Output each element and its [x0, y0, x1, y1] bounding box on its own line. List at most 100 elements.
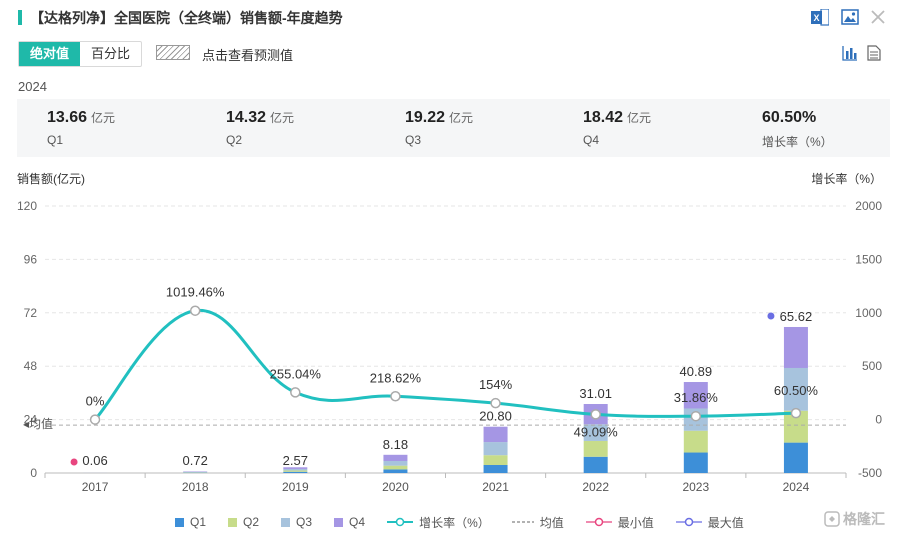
- growth-label: 255.04%: [270, 366, 322, 381]
- watermark-logo-icon: [824, 511, 840, 527]
- x-tick-label: 2021: [482, 480, 509, 494]
- y-axis-title: 销售额(亿元): [17, 172, 85, 186]
- average-label: ◂均值: [23, 416, 53, 431]
- summary-card-q1: 13.66 亿元 Q1: [47, 109, 115, 147]
- y2-tick-label: 500: [862, 359, 882, 373]
- absolute-value-tab[interactable]: 绝对值: [19, 42, 81, 66]
- bar-segment-q3: [783, 367, 808, 411]
- bar-segment-q1: [283, 471, 308, 473]
- summary-card-q3: 19.22 亿元 Q3: [405, 109, 473, 147]
- x-tick-label: 2017: [82, 480, 109, 494]
- legend-label: Q3: [296, 515, 313, 529]
- bar-segment-q1: [783, 442, 808, 473]
- bar-segment-q2: [683, 430, 708, 453]
- growth-label: 0%: [86, 394, 105, 409]
- close-icon[interactable]: [868, 8, 888, 26]
- growth-label: 31.86%: [674, 390, 719, 405]
- summary-card-growth: 60.50% 增长率（%）: [762, 109, 833, 150]
- legend-label: 最小值: [617, 515, 654, 530]
- image-export-icon[interactable]: [840, 8, 860, 26]
- card-value: 13.66: [47, 109, 88, 126]
- legend-item-q2[interactable]: Q2: [228, 515, 259, 529]
- growth-label: 49.09%: [574, 424, 619, 439]
- predict-toggle-label[interactable]: 点击查看预测值: [202, 48, 294, 63]
- legend-swatch: [281, 517, 291, 527]
- legend-item-growth[interactable]: 增长率（%）: [387, 514, 490, 531]
- bar-segment-q2: [583, 440, 608, 457]
- card-label: Q1: [47, 133, 64, 147]
- legend-item-q1[interactable]: Q1: [175, 515, 206, 529]
- bar-segment-q1: [683, 452, 708, 473]
- total-label: 0.06: [82, 453, 107, 468]
- bar-segment-q4: [483, 426, 508, 443]
- max-marker: [767, 312, 775, 320]
- card-label: 增长率（%）: [762, 135, 833, 149]
- legend-label: Q1: [190, 515, 207, 529]
- total-label: 20.80: [479, 409, 512, 424]
- bar-chart-icon[interactable]: [840, 44, 860, 62]
- bar-segment-q3: [583, 424, 608, 441]
- legend-swatch: [334, 517, 344, 527]
- legend-item-q3[interactable]: Q3: [281, 515, 312, 529]
- growth-point: [690, 410, 702, 422]
- x-tick-label: 2023: [682, 480, 709, 494]
- legend-item-max[interactable]: 最大值: [675, 514, 744, 531]
- growth-point: [189, 305, 201, 316]
- total-label: 2.57: [283, 453, 308, 468]
- bar-segment-q3: [483, 442, 508, 456]
- growth-point: [390, 391, 401, 402]
- y2-tick-label: 1000: [855, 306, 882, 320]
- bar-segment-q3: [283, 468, 308, 471]
- card-label: Q3: [405, 133, 422, 147]
- bar-segment-q2: [283, 470, 308, 472]
- growth-label: 60.50%: [774, 383, 819, 398]
- summary-year: 2024: [18, 79, 47, 94]
- watermark: 格隆汇: [824, 509, 885, 529]
- legend-item-min[interactable]: 最小值: [585, 514, 654, 531]
- x-tick-label: 2024: [783, 480, 810, 494]
- y-tick-label: 72: [24, 306, 38, 320]
- card-label: Q2: [226, 133, 243, 147]
- y-tick-label: 120: [17, 199, 37, 213]
- card-value: 60.50%: [762, 109, 817, 126]
- growth-point: [790, 407, 802, 419]
- y2-tick-label: 2000: [855, 199, 882, 213]
- growth-label: 154%: [479, 377, 513, 392]
- summary-card-q2: 14.32 亿元 Q2: [226, 109, 294, 147]
- percent-tab[interactable]: 百分比: [91, 46, 131, 61]
- total-label: 65.62: [780, 309, 813, 324]
- predict-pattern-swatch[interactable]: [156, 45, 190, 60]
- summary-card-q4: 18.42 亿元 Q4: [583, 109, 651, 147]
- legend-item-average[interactable]: 均值: [511, 514, 564, 531]
- legend-label: Q2: [243, 515, 260, 529]
- card-unit: 亿元: [270, 111, 295, 125]
- table-view-icon[interactable]: [864, 44, 884, 62]
- bar-segment-q3: [383, 460, 408, 466]
- y2-axis-title: 增长率（%）: [811, 172, 882, 186]
- bar-segment-q4: [683, 382, 708, 409]
- bar-segment-q1: [483, 464, 508, 473]
- card-unit: 亿元: [449, 111, 474, 125]
- legend-item-q4[interactable]: Q4: [334, 515, 365, 529]
- legend-dash-icon: [511, 521, 534, 523]
- total-label: 0.72: [183, 453, 208, 468]
- x-tick-label: 2019: [282, 480, 309, 494]
- card-label: Q4: [583, 133, 600, 147]
- growth-point: [590, 409, 601, 420]
- summary-panel: 13.66 亿元 Q1 14.32 亿元 Q2 19.22 亿元 Q3 18.42 亿元…: [17, 99, 890, 157]
- bar-segment-q1: [383, 469, 408, 473]
- growth-point: [290, 387, 301, 398]
- y-tick-label: 96: [24, 252, 38, 266]
- chart-title: 【达格列净】全国医院（全终端）销售额-年度趋势: [30, 10, 343, 26]
- legend-label: 均值: [539, 515, 564, 530]
- card-value: 18.42: [583, 109, 624, 126]
- excel-export-icon[interactable]: X: [810, 8, 830, 26]
- growth-label: 1019.46%: [166, 285, 225, 300]
- y2-tick-label: -500: [858, 466, 882, 480]
- legend-min-icon: [585, 517, 612, 527]
- bar-segment-q4: [283, 467, 308, 469]
- x-tick-label: 2022: [582, 480, 609, 494]
- x-tick-label: 2020: [382, 480, 409, 494]
- growth-point: [89, 414, 101, 425]
